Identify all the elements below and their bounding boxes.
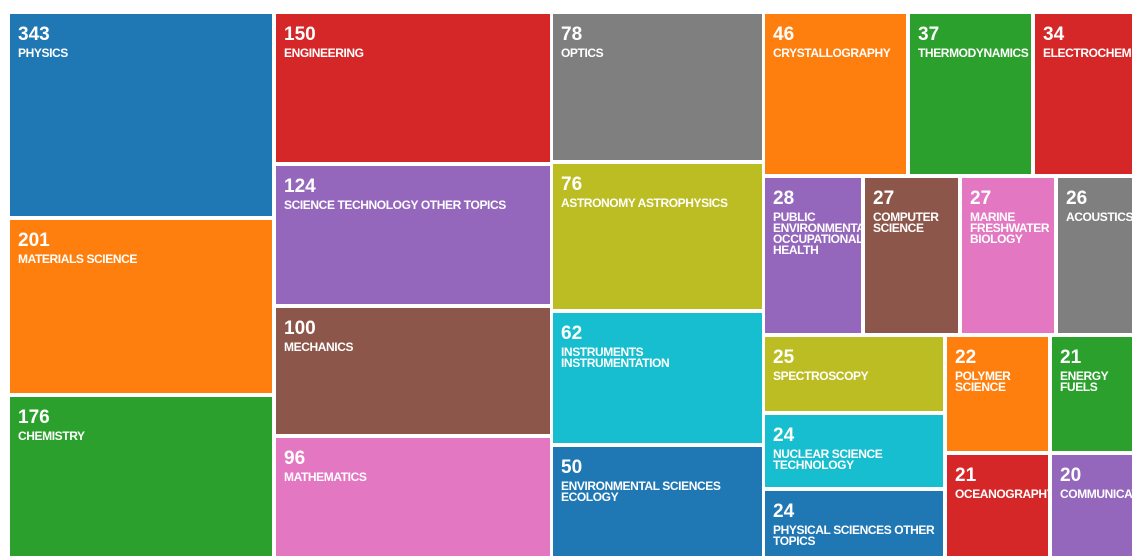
category-label: MECHANICS (284, 340, 354, 354)
treemap-cell: 20COMMUNICATION (1052, 455, 1132, 556)
treemap-cell: 96 MATHEMATICS (276, 438, 550, 556)
category-label: OCEANOGRAPHY (955, 487, 1048, 501)
value-label: 24 (773, 501, 795, 522)
value-label: 21 (1060, 347, 1082, 368)
value-label: 150 (284, 24, 316, 45)
treemap-cell: 26 ACOUSTICS (1058, 178, 1132, 333)
category-label: INSTRUMENTS INSTRUMENTATION (561, 345, 670, 370)
value-label: 20 (1060, 465, 1082, 486)
value-label: 343 (18, 24, 50, 45)
treemap-cell: 22 POLYMER SCIENCE (947, 337, 1048, 451)
value-label: 26 (1066, 188, 1088, 209)
category-label: ENERGY FUELS (1060, 369, 1109, 394)
value-label: 78 (561, 24, 583, 45)
category-label: OPTICS (561, 46, 604, 60)
treemap-cell: 150 ENGINEERING (276, 14, 550, 162)
category-label: ELECTROCHEMISTRY (1043, 46, 1132, 60)
treemap-cell: 24 NUCLEAR SCIENCE TECHNOLOGY (765, 415, 943, 487)
category-label: CRYSTALLOGRAPHY (773, 46, 891, 60)
value-label: 22 (955, 347, 977, 368)
category-label: ASTRONOMY ASTROPHYSICS (561, 196, 728, 210)
category-label: CHEMISTRY (18, 429, 85, 443)
treemap-cell: 76 ASTRONOMY ASTROPHYSICS (553, 164, 762, 309)
value-label: 50 (561, 457, 583, 478)
category-label: NUCLEAR SCIENCE TECHNOLOGY (773, 447, 883, 472)
treemap-cell: 21 ENERGY FUELS (1052, 337, 1132, 451)
treemap-cell: 176 CHEMISTRY (10, 397, 272, 556)
treemap-cell: 124 SCIENCE TECHNOLOGY OTHER TOPICS (276, 166, 550, 304)
treemap-cell: 27 MARINE FRESHWATER BIOLOGY (962, 178, 1054, 333)
treemap-cell: 46 CRYSTALLOGRAPHY (765, 14, 906, 174)
category-label: PHYSICS (18, 46, 68, 60)
value-label: 25 (773, 347, 795, 368)
treemap-cell: 343 PHYSICS (10, 14, 272, 216)
value-label: 27 (873, 188, 895, 209)
treemap-cell: 201 MATERIALS SCIENCE (10, 220, 272, 393)
treemap-cell: 62 INSTRUMENTS INSTRUMENTATION (553, 313, 762, 443)
treemap-cell: 34ELECTROCHEMISTRY (1035, 14, 1132, 174)
treemap-cell: 21 OCEANOGRAPHY (947, 455, 1048, 556)
category-label: MARINE FRESHWATER BIOLOGY (970, 210, 1050, 246)
value-label: 62 (561, 323, 583, 344)
value-label: 24 (773, 425, 795, 446)
category-label: ACOUSTICS (1066, 210, 1132, 224)
category-label: COMMUNICATION (1060, 487, 1132, 501)
value-label: 34 (1043, 24, 1065, 45)
treemap-cell: 78 OPTICS (553, 14, 762, 160)
value-label: 27 (970, 188, 992, 209)
value-label: 46 (773, 24, 795, 45)
treemap-cell: 100 MECHANICS (276, 308, 550, 434)
category-label: MATHEMATICS (284, 470, 367, 484)
value-label: 76 (561, 174, 583, 195)
value-label: 176 (18, 407, 50, 428)
value-label: 37 (918, 24, 940, 45)
category-label: SCIENCE TECHNOLOGY OTHER TOPICS (284, 198, 506, 212)
treemap-cell: 27 COMPUTER SCIENCE (865, 178, 958, 333)
treemap-cell: 37 THERMODYNAMICS (910, 14, 1031, 174)
category-label: ENVIRONMENTAL SCIENCES ECOLOGY (561, 479, 721, 504)
category-label: THERMODYNAMICS (918, 46, 1029, 60)
treemap-cell: 25 SPECTROSCOPY (765, 337, 943, 411)
category-label: COMPUTER SCIENCE (873, 210, 939, 235)
value-label: 21 (955, 465, 977, 486)
category-label: PHYSICAL SCIENCES OTHER TOPICS (773, 523, 935, 548)
value-label: 100 (284, 318, 316, 339)
category-label: PUBLIC ENVIRONMENTAL OCCUPATIONAL HEALTH (773, 210, 861, 257)
treemap-cell: 50 ENVIRONMENTAL SCIENCES ECOLOGY (553, 447, 762, 556)
value-label: 28 (773, 188, 795, 209)
value-label: 124 (284, 176, 316, 197)
treemap-cell: 24 PHYSICAL SCIENCES OTHER TOPICS (765, 491, 943, 556)
category-label: POLYMER SCIENCE (955, 369, 1011, 394)
category-label: MATERIALS SCIENCE (18, 252, 137, 266)
category-label: ENGINEERING (284, 46, 364, 60)
value-label: 96 (284, 448, 306, 469)
value-label: 201 (18, 230, 50, 251)
category-label: SPECTROSCOPY (773, 369, 869, 383)
